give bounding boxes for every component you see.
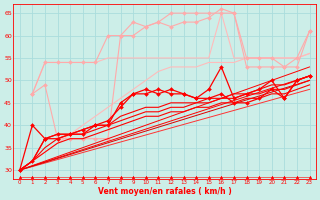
X-axis label: Vent moyen/en rafales ( km/h ): Vent moyen/en rafales ( km/h ) [98,187,231,196]
